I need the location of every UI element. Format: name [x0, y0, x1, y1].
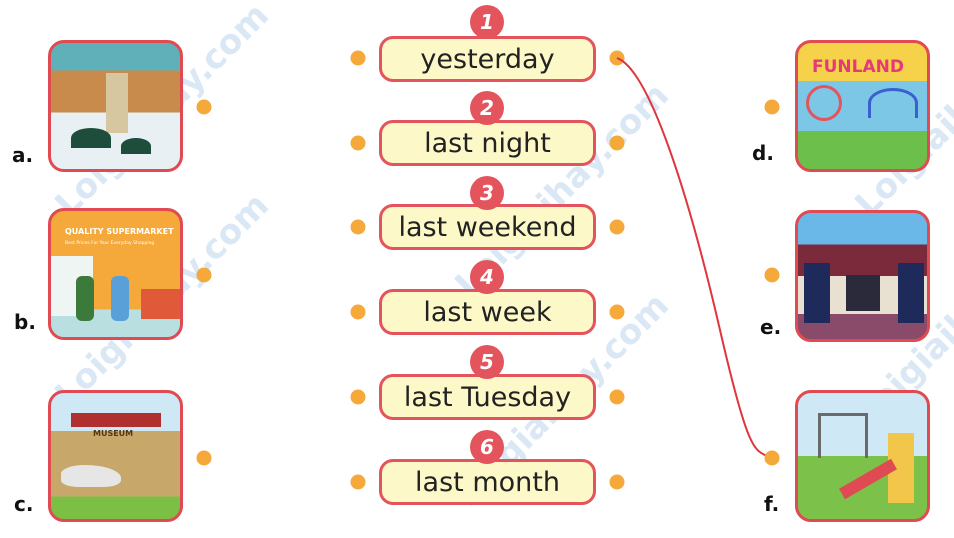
picture-playground — [795, 390, 930, 522]
label-c: c. — [14, 492, 34, 516]
supermarket-subsign: Best Prices For Your Everyday Shopping — [65, 241, 155, 246]
phrase-box-2: last night — [379, 120, 596, 166]
phrase-box-4: last week — [379, 289, 596, 335]
phrase-box-3: last weekend — [379, 204, 596, 250]
match-dot-f[interactable] — [764, 450, 780, 466]
phrase-text: last Tuesday — [403, 381, 572, 413]
museum-sign: MUSEUM — [93, 429, 134, 438]
picture-museum: MUSEUM — [48, 390, 183, 522]
picture-mall — [48, 40, 183, 172]
phrase-left-dot-3[interactable] — [350, 219, 366, 235]
picture-supermarket: QUALITY SUPERMARKET Best Prices For Your… — [48, 208, 183, 340]
phrase-text: last month — [415, 466, 560, 498]
phrase-left-dot-5[interactable] — [350, 389, 366, 405]
match-dot-e[interactable] — [764, 267, 780, 283]
phrase-box-6: last month — [379, 459, 596, 505]
number-badge-5: 5 — [470, 345, 504, 379]
phrase-text: yesterday — [420, 43, 555, 75]
phrase-box-1: yesterday — [379, 36, 596, 82]
number-badge-2: 2 — [470, 91, 504, 125]
match-dot-b[interactable] — [196, 267, 212, 283]
funland-sign: FUNLAND — [812, 57, 904, 77]
number-badge-6: 6 — [470, 430, 504, 464]
label-d: d. — [752, 141, 774, 165]
phrase-left-dot-1[interactable] — [350, 50, 366, 66]
supermarket-sign: QUALITY SUPERMARKET — [65, 227, 174, 236]
number-badge-4: 4 — [470, 260, 504, 294]
phrase-right-dot-1[interactable] — [609, 50, 625, 66]
phrase-left-dot-2[interactable] — [350, 135, 366, 151]
phrase-text: last week — [423, 296, 552, 328]
label-b: b. — [14, 310, 36, 334]
phrase-text: last night — [424, 127, 551, 159]
label-e: e. — [760, 315, 782, 339]
match-dot-c[interactable] — [196, 450, 212, 466]
picture-funfair: FUNLAND — [795, 40, 930, 172]
phrase-box-5: last Tuesday — [379, 374, 596, 420]
match-dot-a[interactable] — [196, 99, 212, 115]
phrase-right-dot-4[interactable] — [609, 304, 625, 320]
phrase-right-dot-2[interactable] — [609, 135, 625, 151]
number-badge-3: 3 — [470, 176, 504, 210]
phrase-right-dot-5[interactable] — [609, 389, 625, 405]
phrase-right-dot-6[interactable] — [609, 474, 625, 490]
phrase-text: last weekend — [398, 211, 577, 243]
number-badge-1: 1 — [470, 5, 504, 39]
phrase-right-dot-3[interactable] — [609, 219, 625, 235]
label-a: a. — [12, 143, 34, 167]
match-dot-d[interactable] — [764, 99, 780, 115]
label-f: f. — [764, 492, 780, 516]
phrase-left-dot-6[interactable] — [350, 474, 366, 490]
phrase-left-dot-4[interactable] — [350, 304, 366, 320]
picture-cinema — [795, 210, 930, 342]
